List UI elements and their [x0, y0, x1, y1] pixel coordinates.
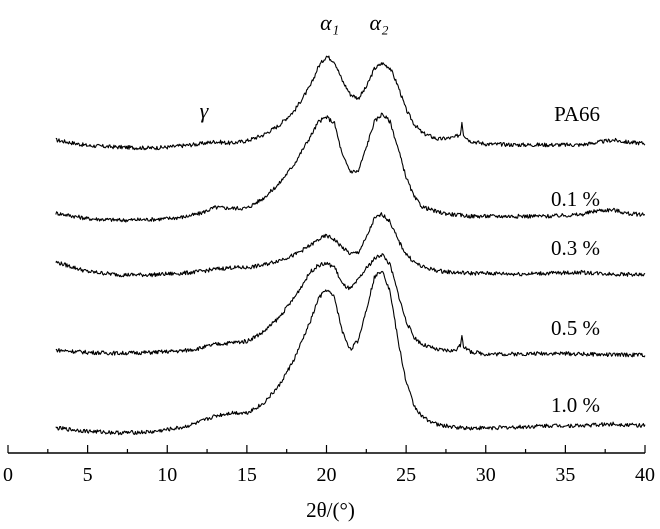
series-trace-3 [55, 253, 646, 358]
x-tick-label: 35 [555, 464, 575, 486]
x-tick-label: 20 [317, 464, 337, 486]
series-trace-1 [55, 112, 646, 223]
x-tick-label: 5 [83, 464, 93, 486]
peak-labels-group: γ α₁ α₂ [200, 10, 389, 123]
series-label-0: PA66 [554, 102, 600, 126]
series-label-2: 0.3 % [551, 236, 600, 260]
peak-label-1: α₁ [320, 10, 339, 35]
series-trace-4 [55, 270, 646, 436]
x-tick-label: 40 [635, 464, 655, 486]
peak-label-2: α₂ [369, 10, 389, 35]
traces-group [55, 55, 646, 436]
x-axis: 0 5 10 15 20 25 30 35 40 [3, 445, 655, 486]
x-tick-label: 10 [157, 464, 177, 486]
series-trace-0 [55, 55, 646, 151]
series-trace-2 [55, 212, 646, 278]
x-tick-label: 15 [237, 464, 257, 486]
x-axis-title: 2θ/(°) [306, 498, 355, 522]
series-labels-group: PA66 0.1 % 0.3 % 0.5 % 1.0 % [551, 102, 600, 417]
series-label-1: 0.1 % [551, 187, 600, 211]
x-tick-label: 30 [476, 464, 496, 486]
series-label-3: 0.5 % [551, 316, 600, 340]
x-tick-label: 25 [396, 464, 416, 486]
peak-label-0: γ [200, 98, 210, 123]
x-tick-label: 0 [3, 464, 13, 486]
series-label-4: 1.0 % [551, 393, 600, 417]
